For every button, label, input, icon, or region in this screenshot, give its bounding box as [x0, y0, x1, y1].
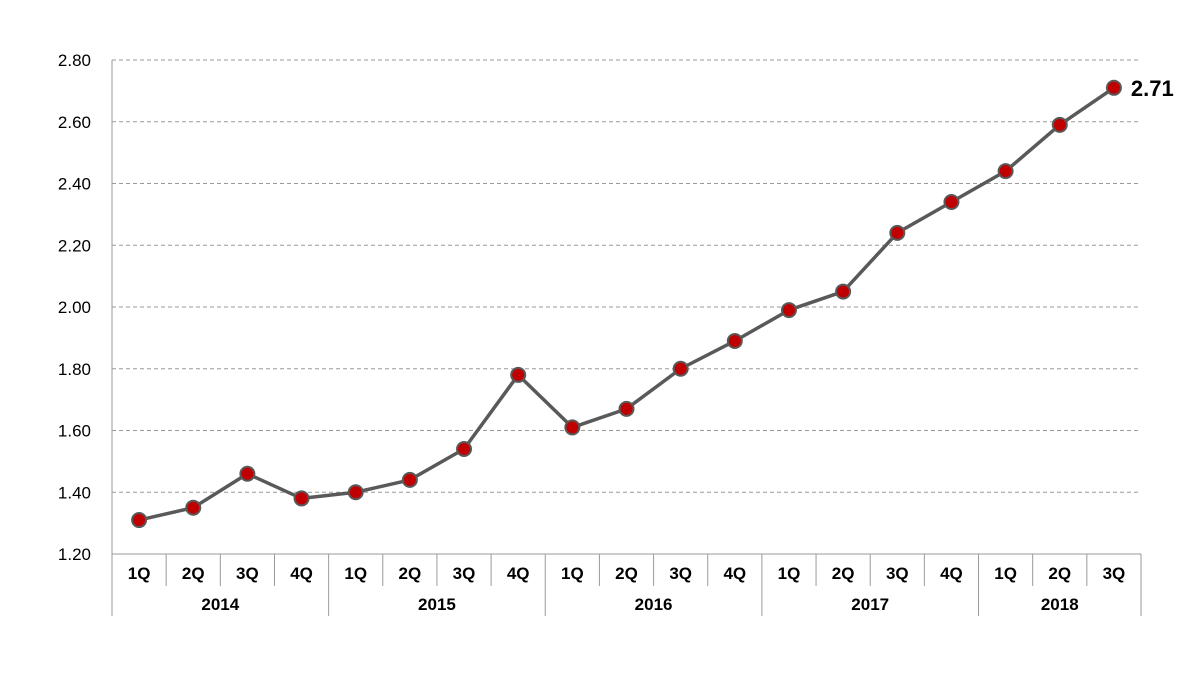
- data-point: [835, 283, 852, 300]
- year-label: 2017: [851, 595, 889, 614]
- x-tick-label: 1Q: [994, 564, 1017, 583]
- year-label: 2015: [418, 595, 456, 614]
- y-tick-label: 1.60: [58, 422, 91, 441]
- x-tick-label: 1Q: [128, 564, 151, 583]
- x-tick-label: 1Q: [561, 564, 584, 583]
- x-tick-label: 2Q: [399, 564, 422, 583]
- data-point: [889, 224, 906, 241]
- y-tick-label: 1.80: [58, 360, 91, 379]
- data-point: [780, 302, 797, 319]
- y-tick-label: 2.60: [58, 113, 91, 132]
- y-tick-label: 2.40: [58, 175, 91, 194]
- x-tick-label: 3Q: [886, 564, 909, 583]
- x-tick-label: 3Q: [453, 564, 476, 583]
- data-point: [1051, 116, 1068, 133]
- data-point: [456, 441, 473, 458]
- data-point: [726, 332, 743, 349]
- x-tick-label: 3Q: [1103, 564, 1126, 583]
- data-point: [997, 163, 1014, 180]
- y-tick-label: 2.80: [58, 51, 91, 70]
- x-tick-label: 2Q: [182, 564, 205, 583]
- x-tick-label: 4Q: [723, 564, 746, 583]
- x-tick-label: 2Q: [1048, 564, 1071, 583]
- x-tick-label: 4Q: [290, 564, 313, 583]
- data-point: [347, 484, 364, 501]
- data-point: [131, 512, 148, 529]
- data-point: [672, 360, 689, 377]
- data-point: [1105, 79, 1122, 96]
- data-point: [618, 400, 635, 417]
- y-tick-label: 2.00: [58, 298, 91, 317]
- year-label: 2016: [635, 595, 673, 614]
- x-tick-label: 1Q: [344, 564, 367, 583]
- series-line: [138, 86, 1115, 522]
- data-point: [564, 419, 581, 436]
- data-point: [943, 194, 960, 211]
- y-tick-label: 2.20: [58, 236, 91, 255]
- data-label: 2.71: [1131, 76, 1174, 101]
- x-tick-label: 4Q: [940, 564, 963, 583]
- data-point: [185, 499, 202, 516]
- x-tick-label: 3Q: [236, 564, 259, 583]
- x-tick-label: 4Q: [507, 564, 530, 583]
- data-point: [239, 465, 256, 482]
- x-tick-label: 2Q: [615, 564, 638, 583]
- data-point: [510, 366, 527, 383]
- y-tick-label: 1.20: [58, 545, 91, 564]
- x-tick-label: 3Q: [669, 564, 692, 583]
- x-tick-label: 1Q: [778, 564, 801, 583]
- year-label: 2018: [1041, 595, 1079, 614]
- data-point: [401, 471, 418, 488]
- x-tick-label: 2Q: [832, 564, 855, 583]
- y-tick-label: 1.40: [58, 483, 91, 502]
- data-point: [293, 490, 310, 507]
- year-label: 2014: [201, 595, 239, 614]
